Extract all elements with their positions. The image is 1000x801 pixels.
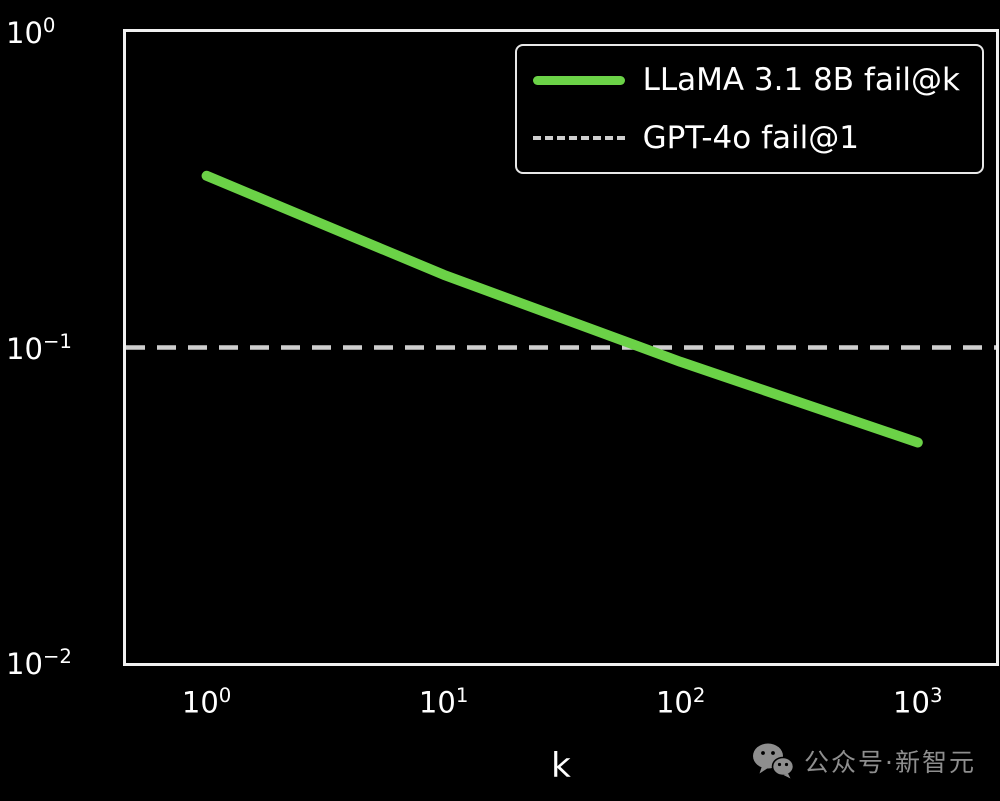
y-axis-tick-label: 10−1 bbox=[6, 330, 72, 366]
tick-base: 10 bbox=[6, 15, 43, 50]
tick-exponent: −2 bbox=[42, 645, 72, 669]
tick-base: 10 bbox=[655, 685, 693, 720]
tick-exponent: 2 bbox=[692, 684, 706, 707]
legend-item-llama: LLaMA 3.1 8B fail@k bbox=[532, 60, 960, 100]
tick-exponent: 3 bbox=[929, 684, 943, 707]
x-axis-tick-label: 100 bbox=[182, 684, 231, 720]
x-axis-tick-label: 102 bbox=[656, 684, 705, 720]
legend-swatch-llama bbox=[532, 75, 625, 85]
tick-base: 10 bbox=[181, 685, 219, 720]
tick-exponent: −1 bbox=[42, 329, 72, 353]
plot-area: LLaMA 3.1 8B fail@k GPT-4o fail@1 bbox=[123, 29, 999, 666]
legend-item-gpt4o: GPT-4o fail@1 bbox=[532, 118, 960, 158]
tick-exponent: 0 bbox=[42, 14, 56, 38]
legend-swatch-gpt4o bbox=[532, 136, 625, 140]
legend-label-llama: LLaMA 3.1 8B fail@k bbox=[642, 62, 960, 98]
tick-base: 10 bbox=[418, 685, 456, 720]
tick-base: 10 bbox=[6, 331, 43, 366]
y-axis-tick-label: 100 bbox=[6, 14, 55, 50]
llama-fail-curve bbox=[201, 170, 923, 448]
wechat-icon bbox=[753, 743, 795, 779]
tick-base: 10 bbox=[6, 646, 43, 681]
tick-base: 10 bbox=[893, 685, 930, 720]
plot-canvas bbox=[126, 170, 996, 448]
watermark: 公众号·新智元 bbox=[752, 742, 976, 779]
x-axis-tick-label: 101 bbox=[419, 684, 468, 720]
legend-label-gpt4o: GPT-4o fail@1 bbox=[642, 120, 859, 156]
watermark-text: 公众号·新智元 bbox=[804, 747, 976, 777]
legend: LLaMA 3.1 8B fail@k GPT-4o fail@1 bbox=[514, 44, 984, 174]
tick-exponent: 1 bbox=[455, 684, 469, 707]
x-axis-tick-label: 103 bbox=[893, 684, 942, 720]
y-axis-tick-label: 10−2 bbox=[6, 645, 72, 681]
tick-exponent: 0 bbox=[218, 684, 232, 707]
x-axis-label: k bbox=[551, 746, 571, 786]
